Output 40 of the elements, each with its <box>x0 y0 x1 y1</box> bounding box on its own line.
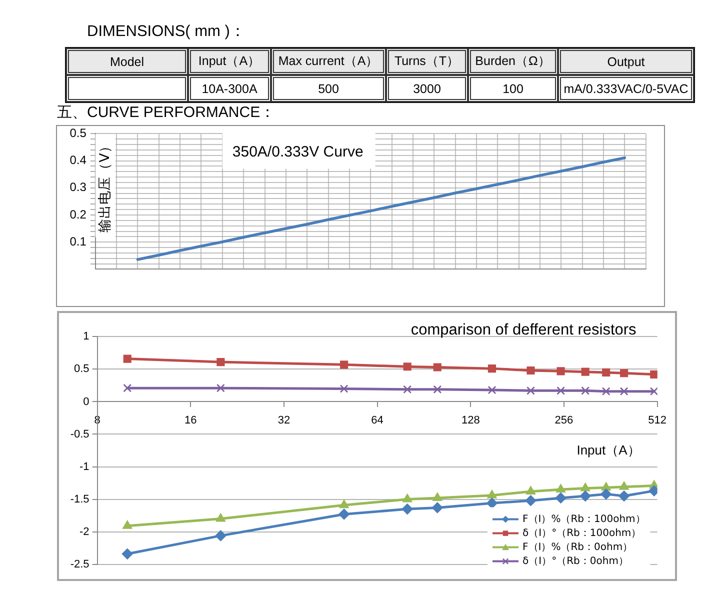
x-tick-label: 512 <box>648 414 666 426</box>
legend-label: δ（I）°（Rb：0ohm） <box>522 556 628 567</box>
y-tick-label: 1 <box>83 330 90 343</box>
x-tick-label: 16 <box>184 414 197 426</box>
category-label: Turns（T） <box>386 48 468 75</box>
y-tick-label: 0.2 <box>70 207 87 222</box>
y-tick-label: 0 <box>83 396 90 408</box>
y-tick-label: 0.3 <box>70 180 87 194</box>
category-label: Model <box>66 48 188 75</box>
category-label: Input（A） <box>188 48 271 75</box>
y-tick-label: -2.5 <box>70 558 90 570</box>
chart-title: comparison of defferent resistors <box>410 322 637 339</box>
text: 10A-300A <box>202 82 258 96</box>
text: DIMENSIONS( mm )： <box>87 22 246 42</box>
chart-title: 五、CURVE PERFORMANCE： <box>57 103 276 123</box>
x-tick-label: 64 <box>371 414 384 426</box>
text: 350A/0.333V Curve <box>232 144 364 161</box>
legend-label: δ（I）°（Rb：100ohm） <box>522 528 642 539</box>
x-tick-label: 256 <box>554 414 574 426</box>
y-tick-label: -0.5 <box>70 428 90 440</box>
x-tick-label: 128 <box>461 414 480 426</box>
y-tick-label: -2 <box>80 526 90 538</box>
y-tick-label: -1.5 <box>70 493 90 506</box>
y-tick-label: 0.4 <box>70 153 87 168</box>
legend-label: F（I）%（Rb：0ohm） <box>522 542 633 553</box>
y-tick-label: -1 <box>80 460 90 473</box>
category-label: Max current（A） <box>271 48 386 75</box>
x-axis-title: Input（A） <box>576 442 640 458</box>
text: 3000 <box>413 82 441 96</box>
y-tick-label: 0.1 <box>70 234 87 248</box>
y-axis-title: 输出电压（V） <box>96 139 113 232</box>
y-tick-label: 0.5 <box>74 363 90 376</box>
text: 500 <box>318 82 339 96</box>
y-tick-label: 0.5 <box>70 126 87 140</box>
category-label: Output <box>558 48 694 75</box>
x-tick-label: 32 <box>278 414 290 426</box>
text: 100 <box>502 82 524 96</box>
legend-label: F（I）%（Rb：100ohm） <box>522 514 646 525</box>
text: mA/0.333VAC/0-5VAC <box>564 82 688 96</box>
category-label: Burden（Ω） <box>468 48 558 75</box>
